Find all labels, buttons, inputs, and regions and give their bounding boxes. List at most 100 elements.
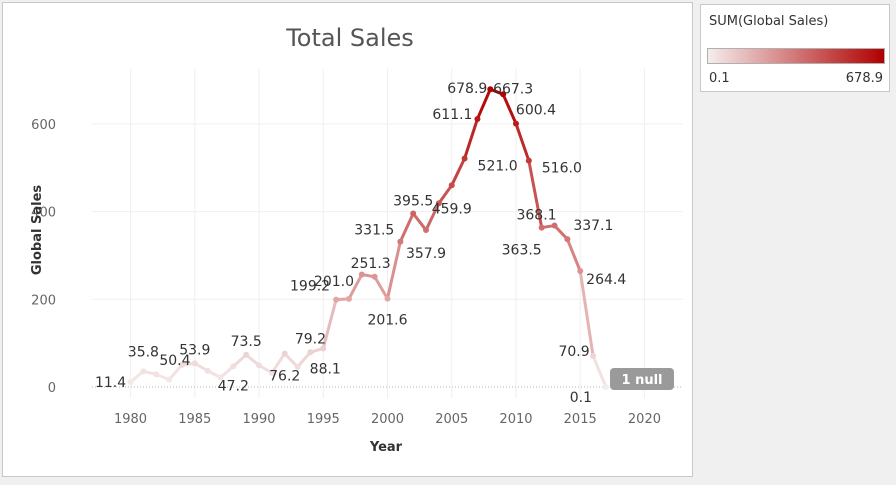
- data-label: 53.9: [179, 342, 210, 358]
- line-segment: [463, 117, 479, 160]
- data-point[interactable]: [166, 376, 173, 383]
- line-segment: [475, 87, 492, 121]
- data-point[interactable]: [525, 157, 532, 164]
- data-point[interactable]: [397, 238, 404, 245]
- null-indicator[interactable]: 1 null: [610, 368, 674, 390]
- data-point[interactable]: [602, 383, 609, 390]
- data-point[interactable]: [217, 374, 224, 381]
- data-point[interactable]: [178, 361, 185, 368]
- data-labels: 11.435.850.453.9 47.2 73.5 76.2 79.2 88.1 199.…: [95, 81, 626, 406]
- chart-title: Total Sales: [285, 24, 414, 52]
- line-segment: [450, 156, 467, 187]
- x-tick-label: 1985: [178, 412, 211, 427]
- x-tick-label: 2015: [564, 412, 597, 427]
- line-segment: [347, 273, 364, 301]
- line-segment: [283, 352, 300, 369]
- data-point[interactable]: [333, 296, 340, 303]
- data-point[interactable]: [294, 363, 301, 370]
- data-point[interactable]: [140, 368, 147, 375]
- data-points: [127, 86, 609, 390]
- data-point[interactable]: [410, 210, 417, 217]
- line-segment: [591, 354, 608, 389]
- data-label: 667.3: [493, 81, 533, 97]
- null-badge[interactable]: [610, 368, 674, 390]
- data-label: 201.0: [314, 274, 354, 290]
- data-label: 35.8: [128, 344, 159, 360]
- data-point[interactable]: [320, 345, 327, 352]
- legend-max-label: 678.9: [845, 71, 883, 86]
- data-label: 357.9: [406, 246, 446, 262]
- data-point[interactable]: [230, 363, 237, 370]
- line-segment: [270, 352, 287, 375]
- data-point[interactable]: [500, 91, 507, 98]
- line-segment: [373, 275, 389, 301]
- null-label: 1 null: [622, 373, 663, 388]
- y-axis-title: Global Sales: [30, 185, 45, 276]
- data-label: 251.3: [351, 256, 391, 272]
- data-label: 199.2: [290, 279, 330, 295]
- data-label: 337.1: [573, 218, 613, 234]
- data-label: 0.1: [570, 390, 592, 406]
- line-segment: [398, 212, 415, 244]
- data-point[interactable]: [281, 350, 288, 357]
- legend-min-label: 0.1: [709, 71, 730, 86]
- data-label: 521.0: [478, 158, 518, 174]
- data-point[interactable]: [577, 268, 584, 275]
- line-segment: [167, 363, 184, 382]
- data-point[interactable]: [153, 371, 160, 378]
- line-segment: [501, 92, 518, 126]
- y-tick-label: 400: [31, 206, 56, 221]
- data-point[interactable]: [435, 200, 442, 207]
- data-point[interactable]: [307, 349, 314, 356]
- line-segment: [553, 224, 569, 241]
- data-point[interactable]: [590, 352, 597, 359]
- data-label: 395.5: [393, 194, 433, 210]
- line-segment: [527, 159, 544, 230]
- axes: 1980 1985 1990 1995 2000 2005 2010 2015 2020 0 200…: [31, 118, 661, 427]
- data-point[interactable]: [384, 295, 391, 302]
- data-point[interactable]: [423, 227, 430, 234]
- data-label: 88.1: [310, 361, 341, 377]
- x-tick-label: 1995: [307, 412, 340, 427]
- y-tick-label: 0: [48, 381, 56, 396]
- data-point[interactable]: [256, 362, 263, 369]
- line-segment: [411, 212, 428, 232]
- data-label: 50.4: [159, 353, 190, 369]
- data-label: 76.2: [269, 369, 300, 385]
- data-point[interactable]: [127, 379, 134, 386]
- data-point[interactable]: [512, 120, 519, 127]
- data-point[interactable]: [564, 236, 571, 243]
- data-point[interactable]: [345, 295, 352, 302]
- data-label: 611.1: [432, 107, 472, 123]
- data-point[interactable]: [448, 182, 455, 189]
- data-label: 516.0: [542, 161, 582, 177]
- data-point[interactable]: [243, 351, 250, 358]
- line-segment: [437, 183, 454, 205]
- data-label: 11.4: [95, 375, 126, 391]
- data-point[interactable]: [551, 222, 558, 229]
- chart-panel: Total Sales 1980 1985 1990 1995 2000 2005 2010…: [2, 2, 693, 477]
- legend-title: SUM(Global Sales): [709, 14, 829, 29]
- data-point[interactable]: [487, 86, 494, 93]
- data-label: 678.9: [447, 81, 487, 97]
- y-tick-label: 600: [31, 118, 56, 133]
- x-tick-label: 2000: [371, 412, 404, 427]
- data-point[interactable]: [358, 271, 365, 278]
- data-point[interactable]: [538, 224, 545, 231]
- data-point[interactable]: [461, 155, 468, 162]
- y-tick-label: 200: [31, 293, 56, 308]
- data-point[interactable]: [204, 367, 211, 374]
- color-legend: SUM(Global Sales) 0.1 678.9: [700, 4, 890, 92]
- line-segment: [296, 350, 312, 369]
- data-label: 459.9: [432, 201, 472, 217]
- data-label: 70.9: [558, 344, 589, 360]
- data-label: 368.1: [516, 208, 556, 224]
- line-chart[interactable]: Total Sales 1980 1985 1990 1995 2000 2005 2010…: [3, 3, 694, 478]
- line-segment: [386, 240, 402, 301]
- data-point[interactable]: [371, 273, 378, 280]
- data-label: 79.2: [295, 331, 326, 347]
- data-label: 363.5: [502, 243, 542, 259]
- data-point[interactable]: [474, 115, 481, 122]
- data-point[interactable]: [268, 369, 275, 376]
- data-point[interactable]: [191, 360, 198, 367]
